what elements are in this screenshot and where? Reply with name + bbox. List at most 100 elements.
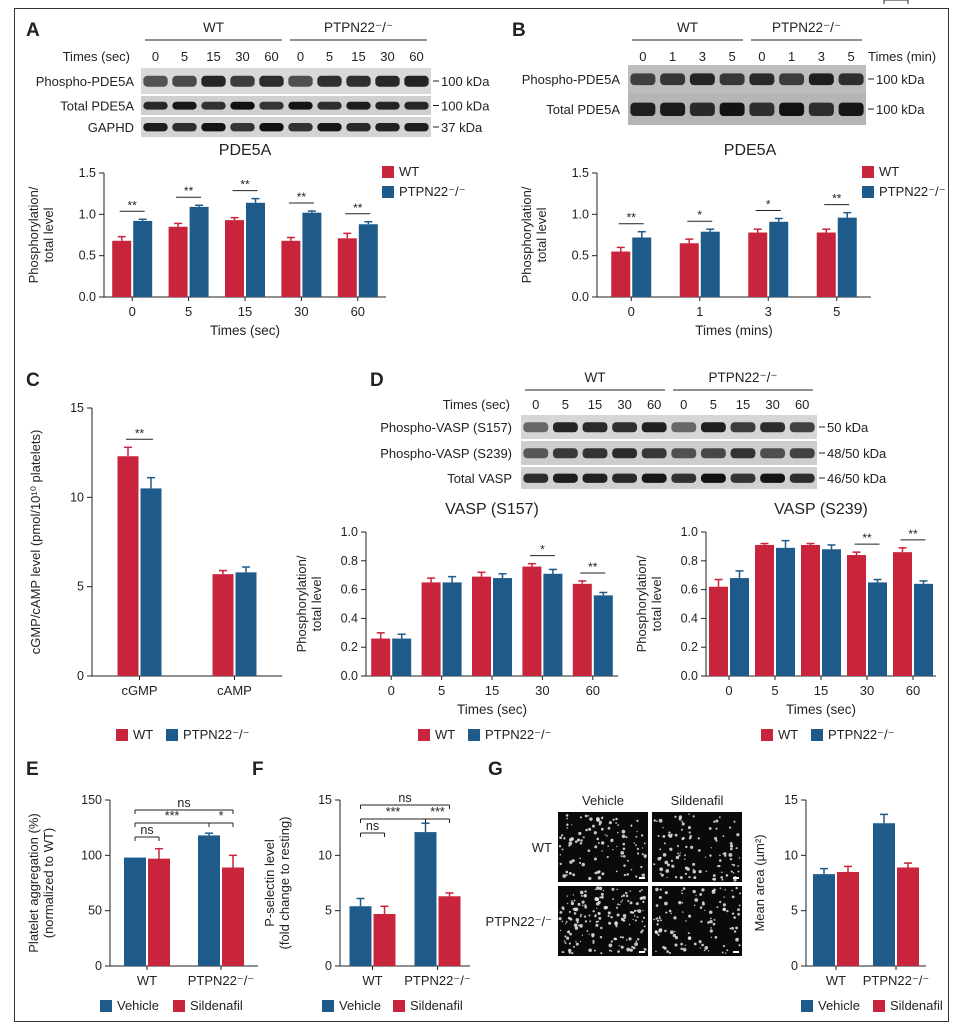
platelet-dot [568, 910, 571, 913]
x-tick-label: 0 [725, 683, 732, 698]
blot-band [230, 101, 255, 110]
platelet-dot [620, 850, 625, 855]
bar-b-1-3 [837, 217, 857, 297]
significance-marker: ns [366, 819, 379, 833]
platelet-dot [724, 889, 726, 891]
platelet-dot [735, 886, 738, 890]
platelet-dot [645, 949, 647, 951]
platelet-dot [663, 842, 666, 845]
bar-f-1-0 [373, 913, 396, 966]
platelet-dot [664, 929, 667, 933]
platelet-dot [584, 920, 588, 923]
bar-b-0-1 [679, 243, 699, 297]
blot-band [346, 101, 371, 110]
y-axis-label: Phosphorylation/ [519, 186, 534, 283]
legend-swatch [811, 729, 823, 741]
blot-row-label: Total PDE5A [546, 102, 620, 117]
y-tick-label: 0.8 [341, 554, 358, 568]
blot-band [760, 448, 786, 459]
platelet-dot [632, 946, 636, 950]
platelet-dot [566, 902, 569, 905]
platelet-dot [634, 942, 638, 946]
platelet-dot [600, 926, 603, 930]
platelet-dot [597, 900, 601, 904]
blot-band [760, 473, 786, 483]
platelet-dot [607, 826, 611, 830]
bar-d1-1-4 [593, 595, 613, 676]
blot-lane-label: 30 [235, 49, 249, 64]
platelet-dot [712, 922, 716, 926]
platelet-dot [563, 940, 566, 942]
platelet-dot [729, 841, 733, 845]
platelet-dot [685, 845, 688, 849]
y-axis-label: Phosphorylation/ [294, 555, 309, 652]
platelet-dot [660, 919, 663, 922]
legend-label: WT [399, 164, 419, 179]
blot-band [317, 101, 342, 110]
platelet-dot [658, 928, 662, 933]
platelet-dot [572, 945, 575, 948]
platelet-dot [657, 933, 660, 936]
bar-d2-1-4 [914, 583, 933, 676]
platelet-dot [698, 870, 702, 874]
blot-lane-label: 30 [765, 397, 779, 412]
platelet-dot [713, 820, 716, 823]
bar-a-1-0 [133, 220, 153, 297]
platelet-dot [589, 920, 592, 923]
platelet-dot [566, 895, 568, 897]
blot-band [838, 102, 864, 117]
platelet-dot [721, 871, 723, 874]
blot-mw-label: 100 kDa [441, 74, 490, 89]
blot-band [671, 448, 697, 459]
platelet-dot [719, 854, 721, 857]
platelet-dot [688, 831, 691, 834]
platelet-dot [722, 903, 726, 907]
legend-swatch [468, 729, 480, 741]
platelet-dot [629, 948, 633, 952]
blot-band [172, 101, 197, 110]
y-tick-label: 0.0 [341, 669, 358, 683]
platelet-dot [693, 876, 697, 880]
platelet-dot [662, 835, 666, 838]
micrograph-image [652, 886, 742, 956]
y-tick-label: 0.2 [341, 640, 358, 654]
platelet-dot [586, 930, 589, 932]
blot-band [230, 75, 255, 87]
x-axis-label: Times (sec) [786, 702, 856, 717]
platelet-dot [588, 876, 592, 881]
platelet-dot [573, 912, 577, 915]
x-tick-label: 60 [586, 683, 600, 698]
platelet-dot [630, 824, 633, 827]
platelet-dot [711, 890, 716, 894]
scale-bar [733, 877, 739, 879]
blot-lane-label: 5 [562, 397, 569, 412]
platelet-dot [726, 909, 729, 913]
platelet-dot [612, 848, 614, 851]
platelet-dot [617, 950, 620, 953]
platelet-dot [669, 847, 673, 851]
platelet-dot [664, 891, 668, 895]
blot-band [730, 448, 756, 459]
platelet-dot [582, 836, 585, 839]
micrograph-col-label: Vehicle [582, 793, 624, 808]
platelet-dot [654, 930, 658, 933]
platelet-dot [693, 942, 697, 946]
blot-band [523, 448, 549, 459]
x-tick-label: cGMP [121, 683, 157, 698]
y-tick-label: 10 [318, 848, 332, 862]
blot-band [143, 123, 168, 132]
platelet-dot [659, 872, 662, 875]
chart-d2: 0.0 0.2 0.4 0.6 0.8 1.0 0 5 15 30 ** 60 ** VASP (S239… [634, 501, 936, 742]
bar-d1-1-3 [543, 573, 563, 676]
legend-label: PTPN22⁻/⁻ [485, 727, 551, 742]
bar-c-1-0 [140, 488, 162, 676]
platelet-dot [579, 857, 582, 860]
blot-row-label: Total PDE5A [60, 99, 134, 114]
platelet-dot [697, 837, 700, 840]
platelet-dot [591, 934, 595, 938]
platelet-dot [570, 837, 574, 841]
blot-group-label: PTPN22⁻/⁻ [324, 20, 393, 35]
platelet-dot [681, 837, 684, 841]
platelet-dot [566, 936, 570, 940]
